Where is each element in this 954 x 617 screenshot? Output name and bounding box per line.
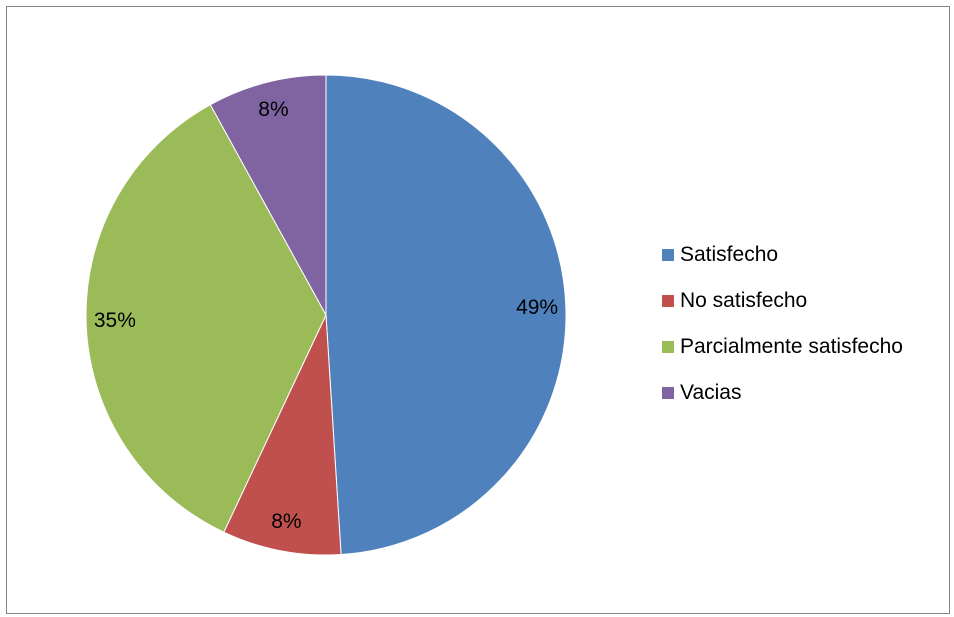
pie-data-labels: 49% 8% 35% 8% xyxy=(94,98,558,533)
data-label-no-satisfecho: 8% xyxy=(271,510,301,533)
pie-chart: 49% 8% 35% 8% xyxy=(85,74,567,556)
legend-item-satisfecho: Satisfecho xyxy=(662,232,903,278)
pie-slice-no-satisfecho xyxy=(223,314,342,556)
chart-area: 49% 8% 35% 8% Satisfecho No satisfecho Parc… xyxy=(6,6,950,614)
legend-item-no-satisfecho: No satisfecho xyxy=(662,278,903,324)
legend-swatch xyxy=(662,249,674,261)
legend-swatch xyxy=(662,295,674,307)
legend-label: Vacias xyxy=(680,381,742,404)
data-label-parcialmente-satisfecho: 35% xyxy=(94,309,136,332)
data-label-satisfecho: 49% xyxy=(516,296,558,319)
pie-slice-vacias xyxy=(209,74,327,316)
legend-item-vacias: Vacias xyxy=(662,370,903,416)
chart-legend: Satisfecho No satisfecho Parcialmente sa… xyxy=(662,232,903,416)
pie-slices xyxy=(85,74,567,556)
legend-swatch xyxy=(662,387,674,399)
legend-item-parcialmente-satisfecho: Parcialmente satisfecho xyxy=(662,324,903,370)
legend-label: Parcialmente satisfecho xyxy=(680,335,903,358)
pie-slice-satisfecho xyxy=(325,74,567,556)
legend-swatch xyxy=(662,341,674,353)
pie-slice-parcialmente-satisfecho xyxy=(85,104,327,533)
legend-label: Satisfecho xyxy=(680,243,779,266)
legend-label: No satisfecho xyxy=(680,289,808,312)
data-label-vacias: 8% xyxy=(258,98,288,121)
